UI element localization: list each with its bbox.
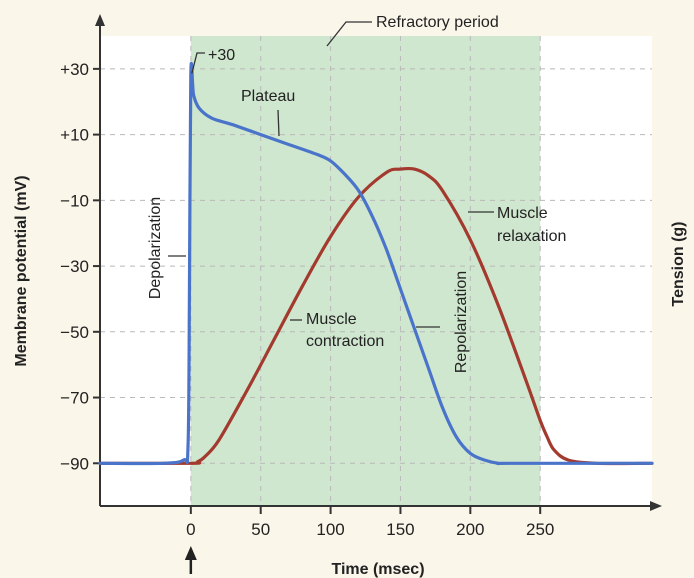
y-tick-label: −50 <box>60 323 89 342</box>
x-tick-label: 250 <box>526 520 554 539</box>
peak-callout: +30 <box>191 47 235 74</box>
y-tick-label: −30 <box>60 257 89 276</box>
stimulus-arrow-icon <box>184 546 197 574</box>
muscle-relaxation-callout: Muscle relaxation <box>468 205 566 245</box>
plateau-label: Plateau <box>241 88 295 105</box>
x-axis-arrow-icon <box>650 501 662 511</box>
muscle-relaxation-label-2: relaxation <box>497 228 566 245</box>
axis-ticks: +30 +10 −10 −30 −50 −70 −90 0 50 100 150 200 250 <box>60 60 554 539</box>
refractory-period-region <box>190 36 541 506</box>
y-tick-label: −70 <box>60 389 89 408</box>
series-group <box>98 62 654 466</box>
refractory-period-label: Refractory period <box>376 14 499 31</box>
y-tick-label: +10 <box>60 126 89 145</box>
muscle-contraction-callout: Muscle contraction <box>290 311 384 350</box>
y-tick-label: −10 <box>60 191 89 210</box>
x-tick-label: 100 <box>316 520 344 539</box>
y-axis-label: Membrane potential (mV) <box>13 175 30 366</box>
repolarization-callout: Repolarization <box>416 271 470 373</box>
muscle-contraction-label-1: Muscle <box>306 311 357 328</box>
muscle-tension-line <box>98 166 654 466</box>
y-tick-label: −90 <box>60 454 89 473</box>
x-axis-label: Time (msec) <box>331 561 424 578</box>
x-tick-label: 0 <box>186 520 195 539</box>
repolarization-label: Repolarization <box>453 271 470 373</box>
x-tick-label: 150 <box>386 520 414 539</box>
y-tick-label: +30 <box>60 60 89 79</box>
y2-axis-label: Tension (g) <box>670 221 687 306</box>
muscle-contraction-label-2: contraction <box>306 333 384 350</box>
refractory-period-callout: Refractory period <box>326 14 499 47</box>
depolarization-callout: Depolarization <box>147 197 186 299</box>
x-tick-label: 50 <box>251 520 270 539</box>
muscle-relaxation-label-1: Muscle <box>497 205 548 222</box>
plateau-callout: Plateau <box>241 88 295 137</box>
depolarization-label: Depolarization <box>147 197 164 299</box>
membrane-potential-line <box>98 62 654 466</box>
x-tick-label: 200 <box>456 520 484 539</box>
peak-label: +30 <box>208 47 235 64</box>
y-axis-arrow-icon <box>95 14 105 26</box>
